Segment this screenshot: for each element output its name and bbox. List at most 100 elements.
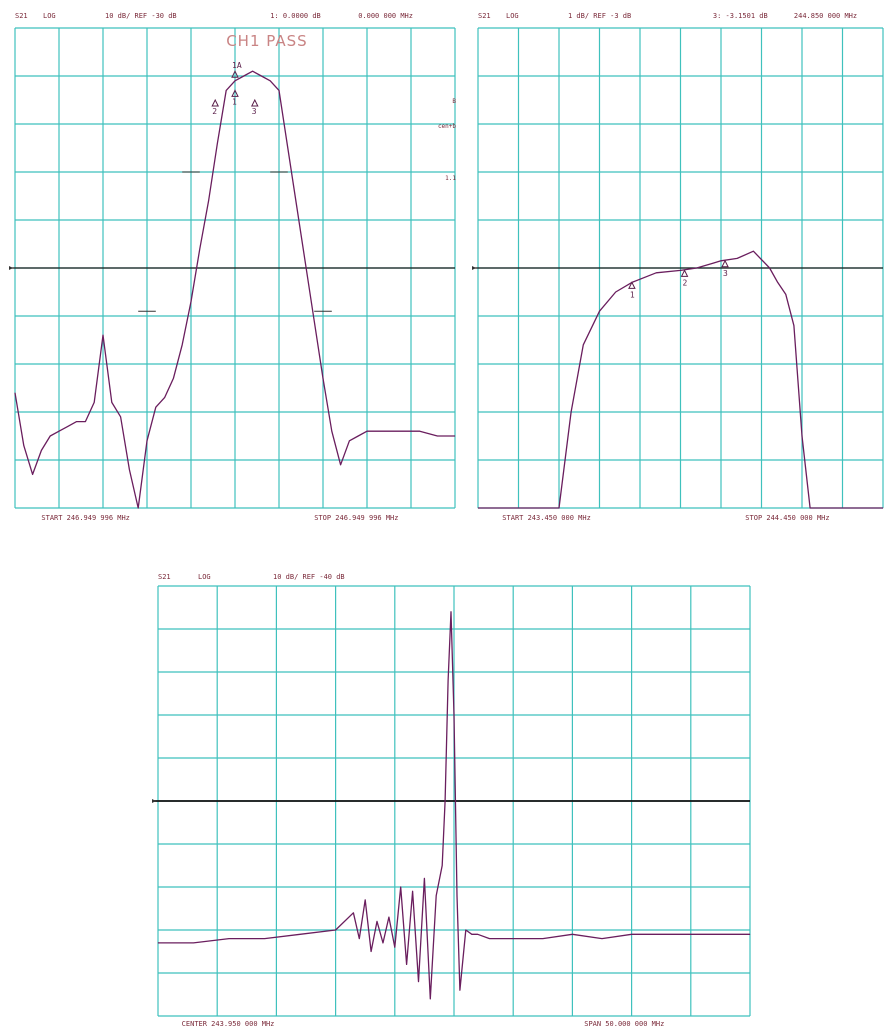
series-point [720,260,722,262]
series-point [85,421,86,422]
reference-marker [9,266,13,270]
series-point [370,951,372,952]
series-point [296,205,297,206]
marker-triangle [680,269,689,277]
series-point [217,142,218,144]
series-point [749,934,751,935]
marker-label: 1 [232,97,237,106]
series-point [471,934,473,935]
marker-triangle [628,281,636,289]
series-point [331,430,333,432]
series-point [601,938,603,939]
series-point [181,344,183,346]
series-point [23,445,25,446]
marker-triangle [231,70,239,78]
status-text: CH1 PASS [226,32,307,50]
marker-label: 1 [630,290,635,299]
marker-triangle [721,259,729,268]
footer-span: SPAN 50.000 000 MHz [584,1020,664,1026]
header-scale: 10 dB/ REF -40 dB [273,573,345,581]
marker-label: 2 [683,278,688,287]
series-point [155,406,157,408]
series-point [777,282,778,283]
header-format: LOG [198,573,211,581]
series-point [384,430,385,432]
marker-triangle [211,98,220,107]
series-point [261,75,262,77]
series-point [364,899,366,901]
series-point [299,934,301,935]
series-line [158,611,750,1000]
series-point [424,878,425,879]
series-line [14,70,455,509]
series-point [157,942,159,944]
series-point [173,378,174,379]
series-point [264,938,265,939]
header-scale: 10 dB/ REF -30 dB [105,12,177,20]
series-point [349,440,350,442]
marker-label: 1A [232,61,242,70]
marker-label: 3 [723,269,728,278]
series-point [660,934,662,935]
series-point [208,200,209,202]
series-point [278,90,280,91]
series-point [357,435,359,437]
series-point [287,147,289,149]
grid [14,27,456,509]
series-point [882,507,884,509]
marker-label: 3 [252,107,257,116]
series-point [599,310,600,312]
series-point [366,430,368,432]
series-point [313,320,315,322]
series-point [447,680,449,681]
series-point [102,334,104,336]
series-point [435,895,437,896]
header-format: LOG [43,12,56,20]
series-point [120,416,121,418]
series-point [14,392,16,394]
series-point [400,886,402,888]
footer-stop: STOP 246.949 996 MHz [314,514,398,522]
series-point [382,942,384,944]
series-point [680,270,681,271]
series-point [441,865,443,866]
series-point [225,90,227,91]
series-point [234,80,236,82]
series-point [793,325,795,326]
series-point [454,435,456,437]
series-point [58,430,60,432]
series-point [252,70,253,72]
series-point [394,946,396,948]
series-point [269,80,271,82]
series-point [305,262,306,264]
series-point [67,426,69,427]
series-point [93,402,95,403]
series-point [358,938,360,939]
header-scale: 1 dB/ REF -3 dB [568,12,631,20]
footer-start: START 243.450 000 MHz [502,514,591,522]
series-point [335,929,336,931]
series-point [769,267,770,269]
series-point [437,435,438,437]
header-measurement: S21 [15,12,28,20]
marker-triangle [250,98,259,107]
series-point [146,440,148,442]
series-point [512,938,514,939]
series-point [430,998,431,1000]
series-point [456,895,458,896]
header-measurement: S21 [158,573,171,581]
reference-marker [472,266,476,270]
series-point [450,611,452,613]
series-point [193,942,194,944]
series-point [631,934,632,935]
series-point [49,435,51,437]
series-point [453,714,455,716]
side-label-ratio: 1.1 [445,175,456,182]
series-point [542,938,544,939]
footer-center: CENTER 243.950 000 MHz [182,1020,275,1026]
header-marker: 3: -3.1501 dB [713,12,768,20]
series-point [243,75,245,77]
series-point [388,916,390,918]
series-point [164,397,165,398]
series-line [478,250,883,509]
